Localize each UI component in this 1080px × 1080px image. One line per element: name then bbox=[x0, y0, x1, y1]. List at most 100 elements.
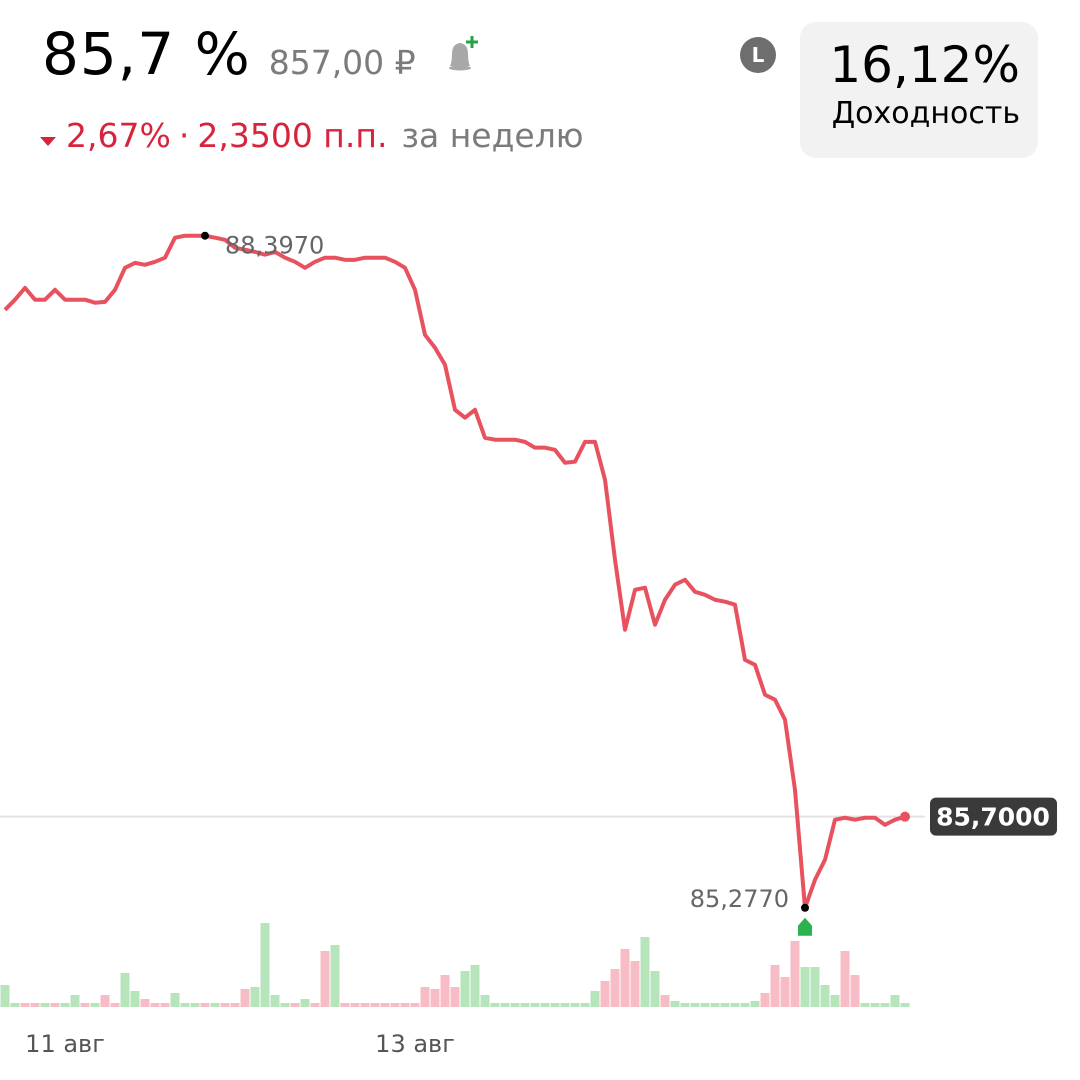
volume-bar bbox=[200, 1003, 210, 1007]
volume-bar bbox=[0, 985, 10, 1007]
volume-bar bbox=[690, 1003, 700, 1007]
volume-bar bbox=[230, 1003, 240, 1007]
badge: L bbox=[740, 37, 776, 73]
volume-bar bbox=[300, 999, 310, 1007]
volume-bar bbox=[330, 945, 340, 1007]
volume-bar bbox=[310, 1003, 320, 1007]
volume-bar bbox=[100, 995, 110, 1007]
volume-bar bbox=[90, 1003, 100, 1007]
volume-bar bbox=[500, 1003, 510, 1007]
volume-bar bbox=[280, 1003, 290, 1007]
volume-bar bbox=[720, 1003, 730, 1007]
volume-bar bbox=[470, 965, 480, 1007]
volume-bar bbox=[400, 1003, 410, 1007]
volume-bar bbox=[70, 995, 80, 1007]
volume-bar bbox=[450, 987, 460, 1007]
min-label: 85,2770 bbox=[690, 885, 789, 913]
volume-bar bbox=[850, 975, 860, 1007]
volume-bar bbox=[900, 1003, 910, 1007]
volume-bar bbox=[180, 1003, 190, 1007]
volume-bar bbox=[340, 1003, 350, 1007]
volume-bar bbox=[820, 985, 830, 1007]
volume-bar bbox=[170, 993, 180, 1007]
volume-bar bbox=[700, 1003, 710, 1007]
volume-bar bbox=[270, 995, 280, 1007]
volume-bar bbox=[430, 989, 440, 1007]
volume-bar bbox=[460, 971, 470, 1007]
volume-bar bbox=[570, 1003, 580, 1007]
volume-bar bbox=[620, 949, 630, 1007]
volume-bar bbox=[540, 1003, 550, 1007]
change-points: 2,3500 п.п. bbox=[197, 116, 388, 155]
volume-bar bbox=[40, 1003, 50, 1007]
volume-bar bbox=[120, 973, 130, 1007]
volume-bar bbox=[580, 1003, 590, 1007]
volume-bar bbox=[610, 969, 620, 1007]
volume-bar bbox=[140, 999, 150, 1007]
volume-bar bbox=[260, 923, 270, 1007]
volume-bar bbox=[550, 1003, 560, 1007]
volume-bar bbox=[630, 961, 640, 1007]
extreme-point bbox=[801, 903, 809, 912]
volume-bar bbox=[80, 1003, 90, 1007]
volume-bar bbox=[750, 1001, 760, 1007]
volume-bar bbox=[30, 1003, 40, 1007]
volume-bar bbox=[50, 1003, 60, 1007]
volume-bar bbox=[560, 1003, 570, 1007]
period: за неделю bbox=[401, 116, 584, 155]
title: 85,7 % bbox=[42, 20, 251, 88]
volume-bar bbox=[870, 1003, 880, 1007]
volume-bar bbox=[20, 1003, 30, 1007]
volume-bar bbox=[670, 1001, 680, 1007]
volume-bar bbox=[130, 991, 140, 1007]
volume-bar bbox=[780, 977, 790, 1007]
volume-bar bbox=[380, 1003, 390, 1007]
volume-bar bbox=[660, 995, 670, 1007]
volume-bar bbox=[860, 1003, 870, 1007]
volume-bar bbox=[770, 965, 780, 1007]
volume-bar bbox=[210, 1003, 220, 1007]
volume-bar bbox=[350, 1003, 360, 1007]
volume-bar bbox=[490, 1003, 500, 1007]
volume-bar bbox=[830, 995, 840, 1007]
extreme-point bbox=[201, 231, 209, 240]
current-label-bg bbox=[930, 797, 1057, 836]
volume-bar bbox=[890, 995, 900, 1007]
volume-bar bbox=[240, 989, 250, 1007]
volume-bar bbox=[600, 981, 610, 1007]
alert-button[interactable] bbox=[442, 34, 482, 74]
volume-bar bbox=[370, 1003, 380, 1007]
volume-bar bbox=[510, 1003, 520, 1007]
x-tick-label: 13 авг bbox=[375, 1030, 455, 1058]
yield-label: Доходность bbox=[831, 96, 1020, 131]
volume-bar bbox=[710, 1003, 720, 1007]
volume-bar bbox=[790, 941, 800, 1007]
trade-marker bbox=[798, 917, 812, 936]
yield-box[interactable]: 16,12% Доходность bbox=[800, 22, 1038, 158]
volume-bar bbox=[530, 1003, 540, 1007]
max-label: 88,3970 bbox=[225, 232, 324, 260]
price: 857,00 ₽ bbox=[268, 43, 416, 82]
volume-bar bbox=[840, 951, 850, 1007]
yield-value: 16,12% bbox=[829, 36, 1020, 94]
volume-bar bbox=[440, 975, 450, 1007]
volume-bar bbox=[160, 1003, 170, 1007]
volume-bar bbox=[190, 1003, 200, 1007]
down-arrow bbox=[40, 137, 56, 146]
volume-bar bbox=[410, 1003, 420, 1007]
volume-bar bbox=[590, 991, 600, 1007]
volume-bar bbox=[730, 1003, 740, 1007]
volume-bar bbox=[110, 1003, 120, 1007]
volume-bar bbox=[810, 967, 820, 1007]
volume-bar bbox=[320, 951, 330, 1007]
volume-bar bbox=[150, 1003, 160, 1007]
volume-bar bbox=[480, 995, 490, 1007]
volume-bar bbox=[640, 937, 650, 1007]
volume-bar bbox=[650, 971, 660, 1007]
separator: · bbox=[178, 116, 190, 155]
volume-bar bbox=[800, 967, 810, 1007]
change-row: 2,67% · 2,3500 п.п. за неделю bbox=[40, 116, 584, 155]
volume-bar bbox=[60, 1003, 70, 1007]
volume-bar bbox=[10, 1003, 20, 1007]
